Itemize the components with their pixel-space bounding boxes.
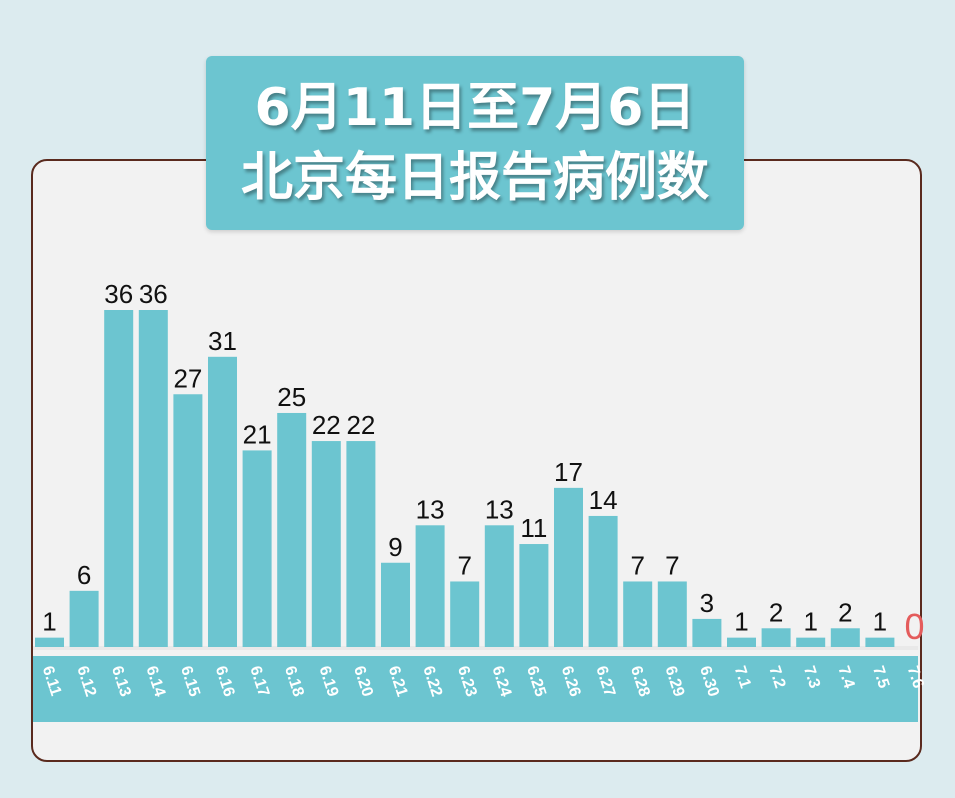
baseline-line (33, 646, 918, 650)
value-label-6.29: 7 (665, 550, 679, 580)
bar-6.25 (519, 544, 549, 647)
tick-label-7.3: 7.3 (800, 664, 823, 691)
bar-7.4 (830, 628, 860, 647)
tick-label-7.6: 7.6 (904, 664, 927, 691)
value-label-6.12: 6 (77, 560, 91, 590)
bar-6.16 (208, 356, 237, 647)
tick-label-7.5: 7.5 (869, 664, 892, 691)
value-label-6.13: 36 (104, 279, 133, 309)
value-label-6.22: 13 (416, 494, 445, 524)
value-label-7.1: 1 (734, 607, 748, 637)
value-label-7.4: 2 (838, 597, 852, 627)
bar-7.5 (865, 637, 895, 647)
value-label-6.24: 13 (485, 494, 514, 524)
bar-6.15 (173, 394, 203, 647)
title-box: 6月11日至7月6日 北京每日报告病例数 (206, 56, 744, 230)
value-label-6.18: 25 (277, 382, 306, 412)
value-label-7.6: 0 (904, 606, 924, 647)
value-label-6.28: 7 (630, 550, 644, 580)
bar-6.14 (138, 310, 168, 647)
chart-title-line1: 6月11日至7月6日 (254, 78, 696, 138)
value-label-7.2: 2 (769, 597, 783, 627)
x-axis-band (33, 656, 918, 722)
bar-6.30 (692, 618, 722, 647)
value-label-7.3: 1 (803, 607, 817, 637)
bar-6.19 (311, 441, 341, 647)
value-label-7.5: 1 (873, 607, 887, 637)
bar-6.28 (623, 581, 653, 647)
value-label-6.30: 3 (700, 588, 714, 618)
tick-label-7.1: 7.1 (731, 664, 754, 691)
bar-6.17 (242, 450, 272, 647)
value-label-6.19: 22 (312, 410, 341, 440)
bar-6.18 (277, 412, 307, 647)
bar-6.20 (346, 441, 376, 647)
bar-6.11 (35, 637, 64, 647)
value-label-6.23: 7 (457, 550, 471, 580)
bars-group (35, 310, 895, 647)
tick-label-7.2: 7.2 (765, 664, 788, 691)
value-label-6.26: 17 (554, 457, 583, 487)
value-label-6.21: 9 (388, 532, 402, 562)
bar-7.2 (761, 628, 791, 647)
bar-7.1 (727, 637, 756, 647)
value-label-6.27: 14 (589, 485, 618, 515)
bar-6.21 (381, 562, 410, 647)
tick-labels-group: 6.11 6.12 6.13 6.14 6.15 6.16 6.17 6.18 6.19 6.20… (39, 664, 927, 699)
bar-6.24 (484, 525, 514, 647)
tick-label-7.4: 7.4 (834, 664, 857, 691)
value-label-6.17: 21 (243, 419, 272, 449)
value-label-6.15: 27 (173, 363, 202, 393)
value-label-6.25: 11 (520, 513, 547, 543)
bar-6.29 (657, 581, 687, 647)
bar-7.3 (796, 637, 826, 647)
bar-6.23 (450, 581, 480, 647)
value-label-6.16: 31 (208, 326, 237, 356)
bar-6.22 (415, 525, 445, 647)
chart-title-line2: 北京每日报告病例数 (240, 148, 709, 208)
bar-6.13 (104, 310, 134, 647)
bar-6.26 (554, 487, 583, 647)
bar-6.27 (588, 515, 618, 647)
value-label-6.14: 36 (139, 279, 168, 309)
value-label-6.20: 22 (346, 410, 375, 440)
bar-6.12 (69, 590, 99, 647)
value-label-6.11: 1 (42, 607, 56, 637)
